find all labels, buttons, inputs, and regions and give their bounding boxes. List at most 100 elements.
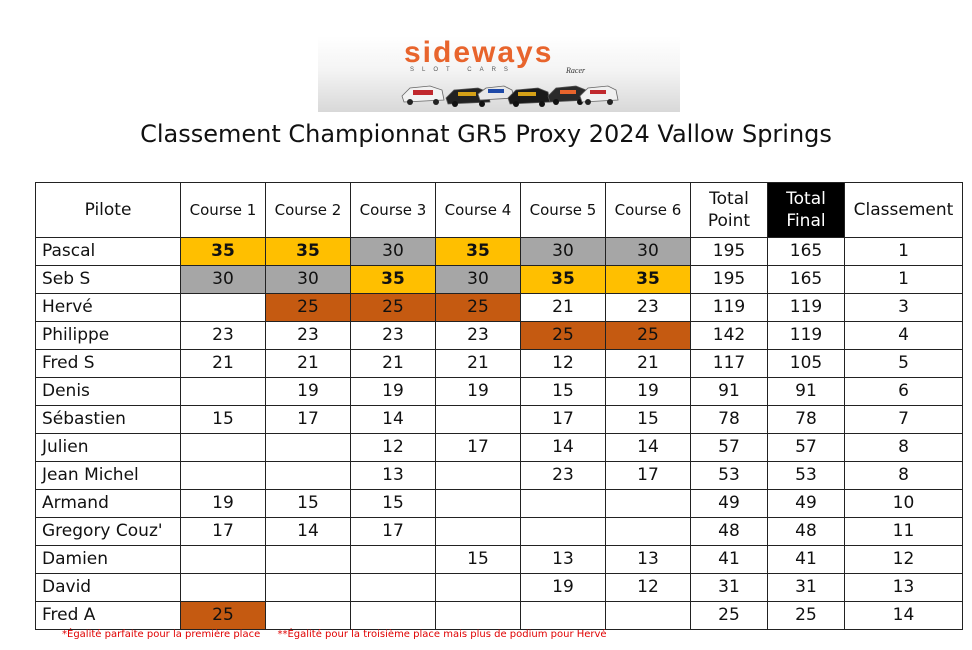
header-total-final: Total Final	[767, 182, 845, 238]
total-point: 49	[690, 489, 768, 518]
footnotes: *Égalité parfaite pour la première place…	[62, 629, 621, 640]
course-3-points: 13	[350, 461, 436, 490]
course-2-points	[265, 573, 351, 602]
course-4-points	[435, 461, 521, 490]
course-1-points: 25	[180, 601, 266, 630]
classement: 3	[844, 293, 963, 322]
classement: 7	[844, 405, 963, 434]
car-right-1	[507, 87, 551, 107]
course-5-points	[520, 601, 606, 630]
total-point: 31	[690, 573, 768, 602]
classement: 6	[844, 377, 963, 406]
car-right-2	[547, 85, 589, 105]
total-final: 165	[767, 265, 845, 294]
classement: 10	[844, 489, 963, 518]
course-6-points: 25	[605, 321, 691, 350]
course-1-points	[180, 573, 266, 602]
table-row: Pascal 35 35 30 35 30 30 195 165 1	[35, 237, 963, 266]
course-5-points: 14	[520, 433, 606, 462]
course-1-points: 19	[180, 489, 266, 518]
header-course-1: Course 1	[180, 182, 266, 238]
total-final: 78	[767, 405, 845, 434]
course-1-points	[180, 545, 266, 574]
page-title: Classement Championnat GR5 Proxy 2024 Va…	[140, 120, 832, 148]
total-final: 91	[767, 377, 845, 406]
logo-tagline: SLOT CARS	[410, 67, 516, 73]
table-row: Fred A 25 25 25 14	[35, 601, 963, 630]
car-left-3	[477, 85, 515, 101]
sponsor-banner: sideways SLOT CARS Racer	[318, 36, 680, 112]
course-2-points	[265, 461, 351, 490]
header-total-point: Total Point	[690, 182, 768, 238]
course-5-points	[520, 517, 606, 546]
course-4-points	[435, 517, 521, 546]
classement: 1	[844, 265, 963, 294]
pilot-name: Denis	[35, 377, 181, 406]
course-2-points: 14	[265, 517, 351, 546]
table-row: Seb S 30 30 35 30 35 35 195 165 1	[35, 265, 963, 294]
course-6-points: 19	[605, 377, 691, 406]
pilot-name: Pascal	[35, 237, 181, 266]
pilot-name: Sébastien	[35, 405, 181, 434]
header-course-4: Course 4	[435, 182, 521, 238]
total-point: 53	[690, 461, 768, 490]
table-row: Denis 19 19 19 15 19 91 91 6	[35, 377, 963, 406]
table-row: Hervé 25 25 25 21 23 119 119 3	[35, 293, 963, 322]
course-4-points	[435, 489, 521, 518]
classement: 8	[844, 461, 963, 490]
course-1-points: 23	[180, 321, 266, 350]
course-3-points: 17	[350, 517, 436, 546]
course-2-points: 35	[265, 237, 351, 266]
header-course-6: Course 6	[605, 182, 691, 238]
total-final: 57	[767, 433, 845, 462]
header-course-3: Course 3	[350, 182, 436, 238]
header-course-5: Course 5	[520, 182, 606, 238]
header-row: Pilote Course 1 Course 2 Course 3 Course…	[35, 182, 963, 238]
car-left-1	[401, 85, 445, 105]
course-2-points: 19	[265, 377, 351, 406]
course-6-points: 17	[605, 461, 691, 490]
pilot-name: David	[35, 573, 181, 602]
course-4-points: 35	[435, 237, 521, 266]
footnote-2: **Égalité pour la troisième place mais p…	[277, 629, 607, 640]
course-5-points	[520, 489, 606, 518]
table-row: Sébastien 15 17 14 17 15 78 78 7	[35, 405, 963, 434]
course-6-points	[605, 517, 691, 546]
course-4-points: 15	[435, 545, 521, 574]
course-6-points	[605, 489, 691, 518]
course-4-points	[435, 405, 521, 434]
pilot-name: Julien	[35, 433, 181, 462]
course-6-points: 13	[605, 545, 691, 574]
car-left-2	[445, 87, 491, 107]
course-1-points	[180, 293, 266, 322]
course-3-points	[350, 545, 436, 574]
table-row: Philippe 23 23 23 23 25 25 142 119 4	[35, 321, 963, 350]
course-3-points: 23	[350, 321, 436, 350]
pilot-name: Hervé	[35, 293, 181, 322]
pilot-name: Philippe	[35, 321, 181, 350]
course-3-points: 30	[350, 237, 436, 266]
table-row: Fred S 21 21 21 21 12 21 117 105 5	[35, 349, 963, 378]
classement: 11	[844, 517, 963, 546]
course-1-points: 17	[180, 517, 266, 546]
course-3-points: 35	[350, 265, 436, 294]
total-final: 165	[767, 237, 845, 266]
total-point: 78	[690, 405, 768, 434]
course-4-points	[435, 573, 521, 602]
course-6-points: 14	[605, 433, 691, 462]
total-final: 41	[767, 545, 845, 574]
total-point: 142	[690, 321, 768, 350]
course-3-points	[350, 601, 436, 630]
total-point: 41	[690, 545, 768, 574]
course-2-points: 21	[265, 349, 351, 378]
course-1-points: 15	[180, 405, 266, 434]
classement: 14	[844, 601, 963, 630]
course-4-points: 21	[435, 349, 521, 378]
logo-racer: Racer	[566, 66, 586, 75]
course-1-points	[180, 433, 266, 462]
course-2-points: 25	[265, 293, 351, 322]
total-point: 119	[690, 293, 768, 322]
total-final: 105	[767, 349, 845, 378]
pilot-name: Seb S	[35, 265, 181, 294]
table-row: Armand 19 15 15 49 49 10	[35, 489, 963, 518]
